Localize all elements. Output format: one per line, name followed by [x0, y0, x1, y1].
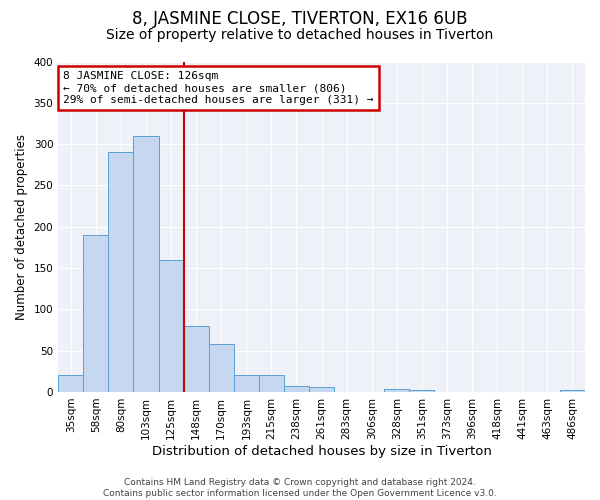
Bar [234, 376, 259, 392]
Text: 8 JASMINE CLOSE: 126sqm
← 70% of detached houses are smaller (806)
29% of semi-d: 8 JASMINE CLOSE: 126sqm ← 70% of detache… [64, 72, 374, 104]
Bar [109, 152, 133, 392]
Bar [133, 136, 158, 392]
Bar [284, 386, 309, 392]
Bar [83, 235, 109, 392]
Bar [560, 390, 585, 392]
Bar [209, 344, 234, 392]
Bar [184, 326, 209, 392]
Bar [409, 390, 434, 392]
Bar [385, 388, 409, 392]
Bar [259, 376, 284, 392]
Text: 8, JASMINE CLOSE, TIVERTON, EX16 6UB: 8, JASMINE CLOSE, TIVERTON, EX16 6UB [132, 10, 468, 28]
Bar [309, 387, 334, 392]
Text: Contains HM Land Registry data © Crown copyright and database right 2024.
Contai: Contains HM Land Registry data © Crown c… [103, 478, 497, 498]
Bar [58, 376, 83, 392]
Bar [158, 260, 184, 392]
Y-axis label: Number of detached properties: Number of detached properties [15, 134, 28, 320]
Text: Size of property relative to detached houses in Tiverton: Size of property relative to detached ho… [106, 28, 494, 42]
X-axis label: Distribution of detached houses by size in Tiverton: Distribution of detached houses by size … [152, 444, 491, 458]
